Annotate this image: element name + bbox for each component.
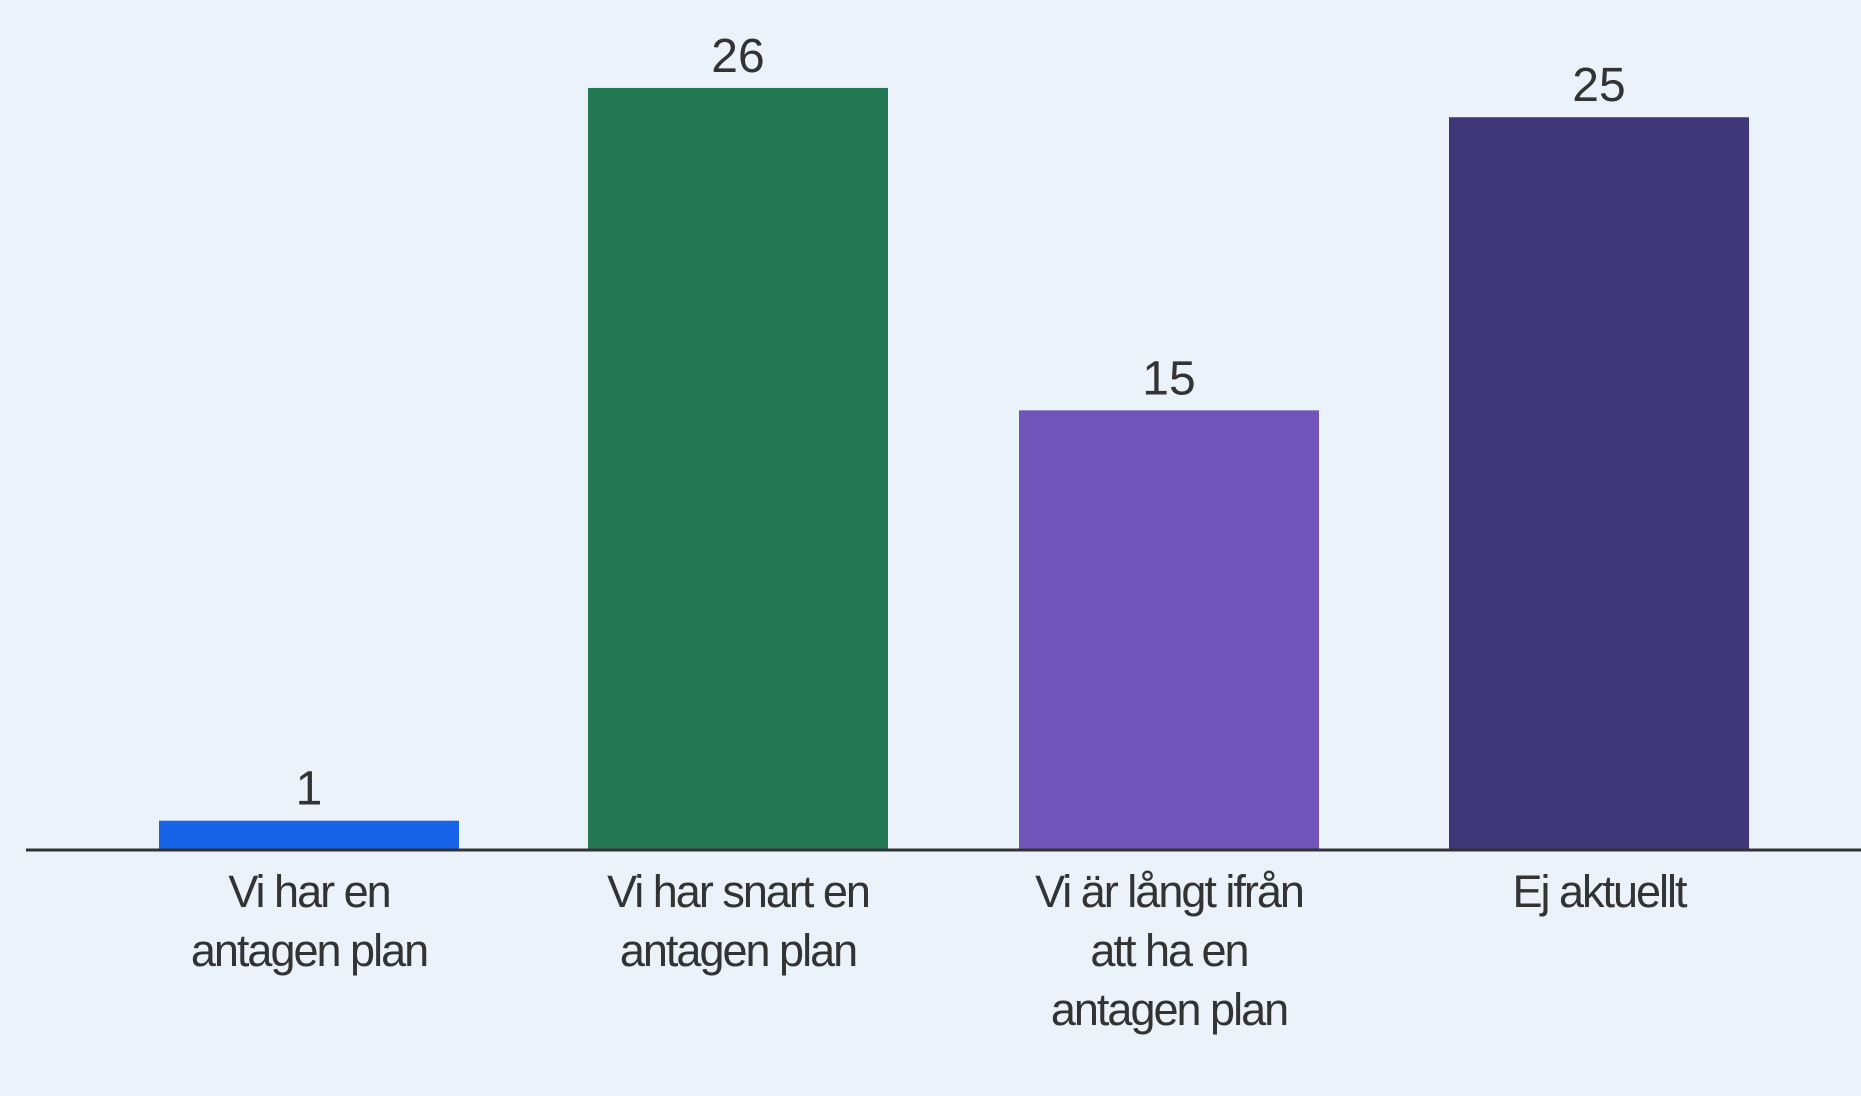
value-label: 1 <box>296 763 323 816</box>
value-label: 26 <box>711 30 764 83</box>
bar <box>1019 410 1319 850</box>
category-label: Vi är långt ifrån att ha en antagen plan <box>1035 866 1305 1035</box>
bar <box>588 87 888 851</box>
value-label: 25 <box>1572 59 1625 112</box>
bar <box>159 820 459 850</box>
category-label: Vi har en antagen plan <box>190 866 429 976</box>
value-label: 15 <box>1142 352 1195 405</box>
category-label: Vi har snart en antagen plan <box>607 866 871 976</box>
category-label: Ej aktuellt <box>1512 866 1687 917</box>
bar <box>1449 117 1749 850</box>
